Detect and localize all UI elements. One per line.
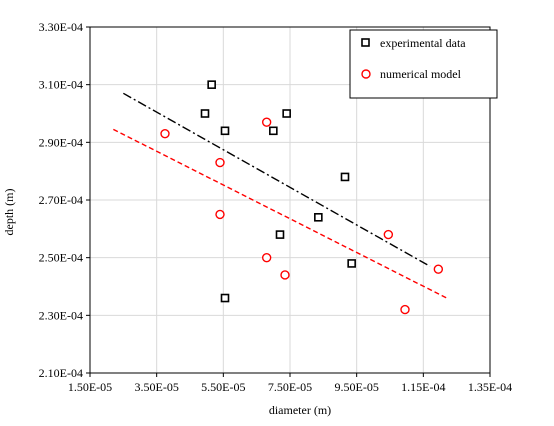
x-tick-label: 3.50E-05 — [135, 380, 179, 394]
numerical-model-point — [160, 128, 170, 139]
x-tick-label: 5.50E-05 — [201, 380, 245, 394]
numerical-model-point — [215, 157, 225, 168]
y-tick-label: 3.30E-04 — [39, 20, 83, 34]
experimental-data-point — [220, 293, 230, 303]
experimental-data-point — [347, 259, 356, 268]
y-axis-ticks: 2.10E-04 2.30E-04 2.50E-04 2.70E-04 2.90E-04… — [39, 20, 90, 380]
x-axis-title: diameter (m) — [269, 403, 331, 417]
y-tick-label: 2.90E-04 — [39, 135, 83, 149]
numerical-model-point — [215, 209, 225, 220]
y-tick-label: 2.10E-04 — [39, 366, 83, 380]
legend-circle-marker — [361, 69, 371, 79]
y-tick-label: 2.70E-04 — [39, 193, 83, 207]
numerical-model-point — [280, 270, 290, 280]
numerical-model-point — [261, 252, 272, 263]
legend-label-experimental: experimental data — [380, 36, 466, 50]
experimental-data-point — [220, 126, 230, 136]
numerical-trendline — [113, 128, 447, 299]
y-tick-label: 2.30E-04 — [39, 308, 83, 322]
numerical-model-point — [433, 264, 444, 274]
y-tick-label: 3.10E-04 — [39, 78, 83, 92]
experimental-data-point — [282, 109, 291, 118]
numerical-model-point — [400, 304, 410, 315]
x-axis-ticks: 1.50E-05 3.50E-05 5.50E-05 7.50E-05 9.50E-05… — [68, 373, 512, 394]
x-tick-label: 1.15E-04 — [401, 380, 445, 394]
experimental-data-point — [200, 109, 210, 118]
experimental-data-point — [275, 230, 285, 239]
y-axis-title: depth (m) — [2, 189, 16, 236]
x-tick-label: 1.35E-04 — [468, 380, 512, 394]
data-points — [160, 80, 444, 315]
experimental-trendline — [122, 92, 431, 267]
legend-box — [349, 29, 498, 99]
experimental-data-point — [314, 213, 323, 222]
experimental-data-point — [269, 126, 278, 136]
x-tick-label: 1.50E-05 — [68, 380, 112, 394]
x-tick-label: 7.50E-05 — [268, 380, 312, 394]
experimental-data-point — [340, 172, 350, 182]
numerical-model-point — [261, 117, 272, 127]
x-tick-label: 9.50E-05 — [335, 380, 379, 394]
trendlines — [113, 92, 447, 299]
legend-label-numerical: numerical model — [380, 67, 462, 81]
experimental-data-point — [207, 80, 216, 89]
y-tick-label: 2.50E-04 — [39, 251, 83, 265]
legend: experimental data numerical model — [349, 29, 498, 99]
legend-square-marker — [361, 38, 370, 47]
numerical-model-point — [383, 229, 394, 240]
